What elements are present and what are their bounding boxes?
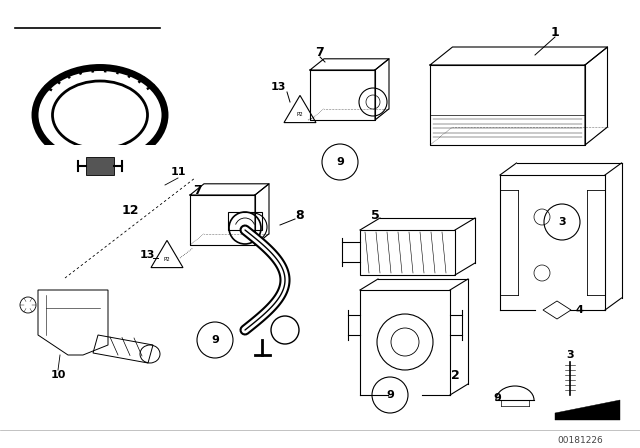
Text: 1: 1 bbox=[550, 26, 559, 39]
Text: 3: 3 bbox=[566, 350, 574, 360]
Text: 2: 2 bbox=[451, 369, 460, 382]
Polygon shape bbox=[30, 145, 170, 195]
Text: 10: 10 bbox=[51, 370, 66, 380]
Text: 9: 9 bbox=[493, 393, 501, 403]
Text: 9: 9 bbox=[211, 335, 219, 345]
Text: 4: 4 bbox=[575, 305, 583, 315]
Text: 13: 13 bbox=[140, 250, 155, 260]
Circle shape bbox=[271, 316, 299, 344]
Text: 12: 12 bbox=[121, 203, 139, 216]
Text: 7: 7 bbox=[194, 184, 202, 197]
Text: 11: 11 bbox=[170, 167, 186, 177]
Text: P2: P2 bbox=[164, 257, 170, 262]
Text: 9: 9 bbox=[336, 157, 344, 167]
Circle shape bbox=[229, 212, 261, 244]
Text: 00181226: 00181226 bbox=[557, 435, 603, 444]
Bar bbox=[86, 157, 114, 175]
Text: 3: 3 bbox=[558, 217, 566, 227]
Text: 13: 13 bbox=[270, 82, 285, 92]
Text: 7: 7 bbox=[316, 46, 324, 59]
Bar bbox=[360, 230, 455, 275]
Polygon shape bbox=[555, 400, 620, 420]
Text: P2: P2 bbox=[296, 112, 303, 117]
Text: 8: 8 bbox=[296, 208, 304, 221]
Text: 9: 9 bbox=[386, 390, 394, 400]
Text: 5: 5 bbox=[371, 208, 380, 221]
Bar bbox=[228, 212, 262, 230]
